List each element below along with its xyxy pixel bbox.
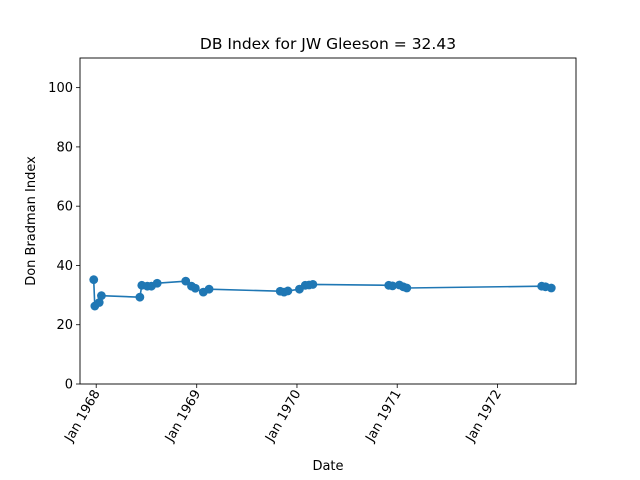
data-point: [204, 284, 214, 294]
x-tick-label: Jan 1970: [262, 388, 304, 446]
data-point: [283, 286, 293, 296]
x-axis-label: Date: [312, 459, 343, 474]
data-point: [97, 291, 106, 301]
y-axis-label: Don Bradman Index: [24, 156, 39, 286]
y-tick-label: 80: [56, 140, 73, 155]
data-point: [308, 280, 318, 289]
y-tick-label: 100: [48, 81, 73, 96]
chart-title: DB Index for JW Gleeson = 32.43: [200, 35, 456, 53]
data-point: [152, 278, 162, 288]
x-tick-label: Jan 1971: [363, 388, 405, 446]
y-tick-label: 40: [56, 259, 73, 274]
x-tick-label: Jan 1968: [62, 388, 104, 446]
plot-frame: [79, 57, 577, 385]
data-point: [388, 281, 397, 291]
data-point: [402, 283, 412, 293]
x-tick-label: Jan 1972: [463, 388, 505, 446]
y-tick-label: 60: [56, 200, 73, 215]
data-point: [89, 275, 99, 285]
y-tick-label: 0: [65, 378, 73, 393]
plot-area: 0 20 40 60 80 100 Jan 1968 Jan 1969 Jan 1970 Jan …: [48, 57, 577, 446]
data-point: [135, 292, 145, 302]
data-point: [190, 283, 200, 293]
series-line: [92, 279, 552, 307]
data-point: [546, 283, 556, 293]
y-tick-label: 20: [56, 318, 73, 333]
data-point: [94, 298, 104, 307]
x-tick-label: Jan 1969: [162, 388, 204, 446]
data-point: [181, 276, 191, 286]
